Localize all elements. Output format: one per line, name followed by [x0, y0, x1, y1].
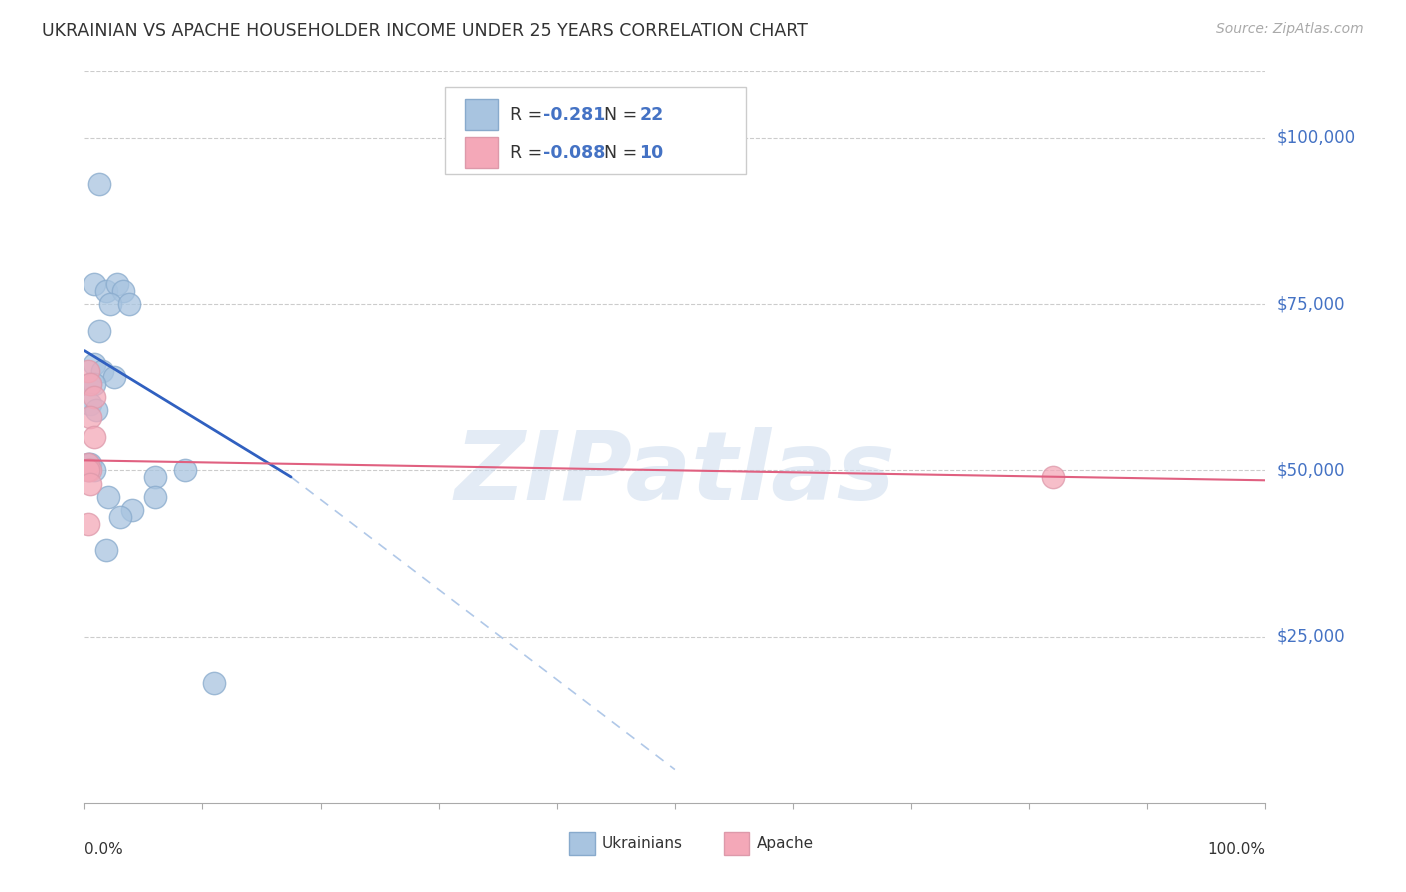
- Text: $75,000: $75,000: [1277, 295, 1346, 313]
- Point: [1042, 470, 1064, 484]
- Text: N =: N =: [605, 144, 643, 161]
- Text: $50,000: $50,000: [1277, 461, 1346, 479]
- Text: 22: 22: [640, 106, 664, 124]
- Point: [79, 463, 101, 477]
- FancyBboxPatch shape: [464, 99, 498, 130]
- Point: [77, 516, 100, 531]
- Point: [112, 284, 135, 298]
- Point: [94, 543, 117, 558]
- Text: R =: R =: [509, 144, 547, 161]
- Point: [83, 463, 105, 477]
- Point: [83, 390, 105, 404]
- Point: [83, 277, 105, 292]
- Point: [83, 430, 105, 444]
- Point: [77, 463, 100, 477]
- Point: [94, 284, 117, 298]
- FancyBboxPatch shape: [464, 137, 498, 168]
- Point: [107, 277, 129, 292]
- Point: [173, 463, 195, 477]
- Point: [97, 490, 120, 504]
- Point: [79, 476, 101, 491]
- Text: 10: 10: [640, 144, 664, 161]
- FancyBboxPatch shape: [444, 87, 745, 174]
- Text: UKRAINIAN VS APACHE HOUSEHOLDER INCOME UNDER 25 YEARS CORRELATION CHART: UKRAINIAN VS APACHE HOUSEHOLDER INCOME U…: [42, 22, 808, 40]
- Text: Source: ZipAtlas.com: Source: ZipAtlas.com: [1216, 22, 1364, 37]
- Point: [79, 397, 101, 411]
- Point: [83, 357, 105, 371]
- Point: [77, 457, 100, 471]
- Text: 100.0%: 100.0%: [1208, 842, 1265, 856]
- Text: -0.088: -0.088: [543, 144, 605, 161]
- Text: N =: N =: [605, 106, 643, 124]
- Text: ZIPatlas: ZIPatlas: [454, 427, 896, 520]
- Point: [87, 324, 110, 338]
- Point: [84, 403, 107, 417]
- Point: [108, 509, 131, 524]
- Point: [79, 376, 101, 391]
- Point: [98, 297, 121, 311]
- Point: [118, 297, 141, 311]
- Point: [77, 463, 100, 477]
- Point: [143, 490, 166, 504]
- Point: [103, 370, 125, 384]
- Text: $25,000: $25,000: [1277, 628, 1346, 646]
- Text: -0.281: -0.281: [543, 106, 605, 124]
- Point: [77, 457, 100, 471]
- Point: [83, 376, 105, 391]
- Point: [143, 470, 166, 484]
- Point: [87, 178, 110, 192]
- Point: [79, 410, 101, 425]
- Point: [79, 457, 101, 471]
- Text: Ukrainians: Ukrainians: [602, 836, 683, 851]
- Point: [121, 503, 143, 517]
- Text: $100,000: $100,000: [1277, 128, 1355, 147]
- Point: [77, 363, 100, 377]
- Point: [91, 363, 114, 377]
- Text: 0.0%: 0.0%: [84, 842, 124, 856]
- Point: [79, 376, 101, 391]
- Text: Apache: Apache: [756, 836, 814, 851]
- Point: [202, 676, 225, 690]
- Text: R =: R =: [509, 106, 547, 124]
